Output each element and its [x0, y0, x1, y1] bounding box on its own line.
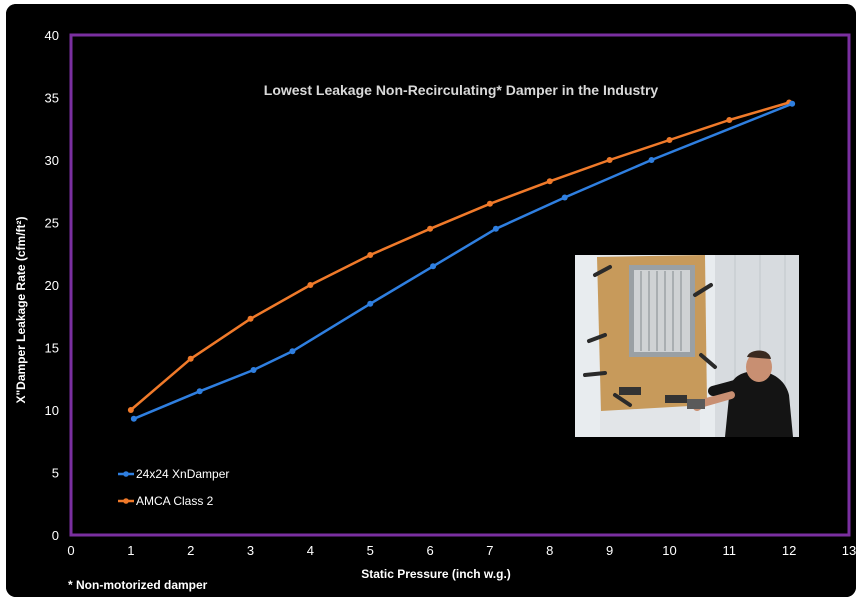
series-layer: [127, 99, 796, 422]
x-tick-label: 0: [67, 543, 74, 558]
legend-marker-amca: [123, 498, 129, 504]
photo-image: [575, 255, 799, 437]
photo-clamps: [583, 265, 717, 407]
legend-item-xndamper: 24x24 XnDamper: [118, 467, 229, 481]
data-point-xndamper: [492, 225, 499, 232]
x-tick-label: 12: [782, 543, 796, 558]
data-point-xndamper: [367, 300, 374, 307]
data-point-xndamper: [430, 263, 437, 270]
data-point-amca: [307, 282, 314, 288]
plot-area: [69, 33, 851, 537]
y-axis-title: X"Damper Leakage Rate (cfm/ft²): [14, 216, 28, 403]
data-point-xndamper: [789, 100, 796, 107]
legend: 24x24 XnDamper AMCA Class 2: [118, 467, 229, 508]
x-tick-label: 13: [842, 543, 856, 558]
data-point-amca: [726, 117, 733, 123]
chart: Lowest Leakage Non-Recirculating* Damper…: [6, 4, 856, 597]
x-tick-label: 3: [247, 543, 254, 558]
x-tick-label: 5: [367, 543, 374, 558]
x-tick-label: 4: [307, 543, 314, 558]
x-tick-label: 11: [723, 543, 737, 558]
data-point-amca: [666, 137, 673, 143]
y-tick-label: 20: [45, 278, 59, 293]
photo-person-body: [725, 371, 793, 437]
data-point-xndamper: [196, 388, 203, 395]
legend-item-amca: AMCA Class 2: [118, 494, 214, 508]
data-point-amca: [486, 200, 493, 207]
x-tick-label: 2: [187, 543, 194, 558]
x-tick-label: 1: [127, 543, 134, 558]
data-point-amca: [127, 407, 134, 413]
footnote: * Non-motorized damper: [68, 578, 208, 592]
series-line-xndamper: [133, 102, 793, 420]
x-axis-title: Static Pressure (inch w.g.): [361, 567, 511, 581]
data-point-xndamper: [250, 367, 257, 373]
data-point-xndamper: [561, 194, 568, 201]
data-point-amca: [247, 315, 254, 322]
y-tick-label: 30: [45, 153, 59, 168]
data-point-xndamper: [130, 415, 137, 422]
data-point-amca: [367, 252, 374, 258]
photo-person-head: [746, 352, 772, 382]
data-point-amca: [187, 355, 194, 362]
legend-marker-xndamper: [123, 471, 129, 477]
chart-svg: Lowest Leakage Non-Recirculating* Damper…: [6, 4, 856, 597]
y-tick-label: 5: [52, 466, 59, 481]
inset-photo: [575, 255, 799, 437]
data-point-xndamper: [648, 157, 655, 163]
y-tick-label: 25: [45, 216, 59, 231]
legend-label-xndamper: 24x24 XnDamper: [136, 467, 229, 481]
legend-label-amca: AMCA Class 2: [136, 494, 214, 508]
y-tick-label: 10: [45, 403, 59, 418]
x-tick-label: 8: [546, 543, 553, 558]
y-tick-label: 40: [45, 28, 59, 43]
chart-title: Lowest Leakage Non-Recirculating* Damper…: [264, 82, 659, 98]
data-point-xndamper: [289, 348, 296, 355]
data-point-amca: [546, 178, 553, 185]
x-axis-ticks: 0 1 2 3 4 5 6 7 8 9 10 11 12 13: [67, 543, 856, 558]
data-point-amca: [606, 157, 613, 163]
y-tick-label: 35: [45, 91, 59, 106]
x-tick-label: 7: [486, 543, 493, 558]
y-axis-ticks: 0 5 10 15 20 25 30 35 40: [45, 28, 59, 543]
x-tick-label: 6: [426, 543, 433, 558]
y-tick-label: 0: [52, 528, 59, 543]
x-tick-label: 10: [662, 543, 676, 558]
y-tick-label: 15: [45, 341, 59, 356]
x-tick-label: 9: [606, 543, 613, 558]
series-line-amca: [129, 101, 790, 411]
photo-gauge: [687, 399, 705, 409]
data-point-amca: [427, 225, 434, 232]
